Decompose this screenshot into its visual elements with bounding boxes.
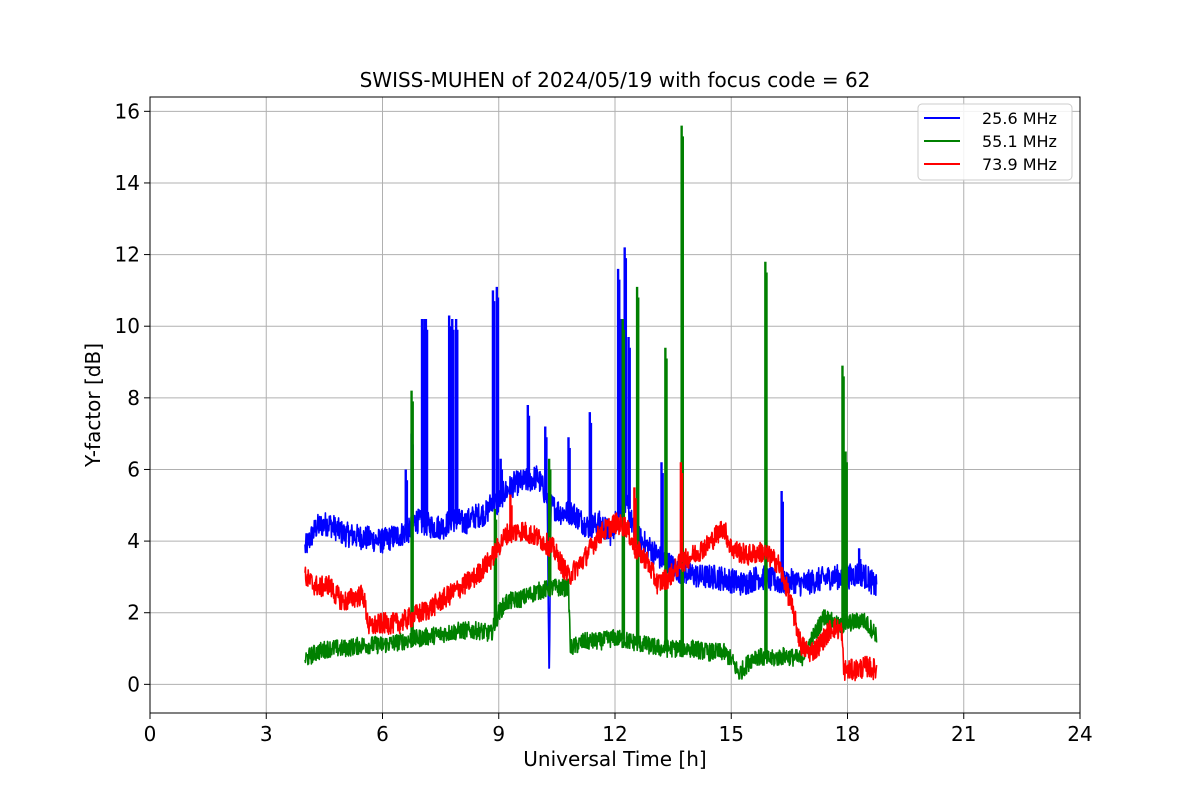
- y-axis-label: Y-factor [dB]: [81, 343, 105, 468]
- series-layer: [304, 125, 878, 682]
- y-tick-label: 2: [127, 601, 140, 625]
- legend-label: 73.9 MHz: [982, 155, 1057, 174]
- x-tick-label: 18: [835, 722, 860, 746]
- x-axis-label: Universal Time [h]: [523, 747, 706, 771]
- y-tick-label: 12: [115, 243, 140, 267]
- y-tick-label: 14: [115, 171, 140, 195]
- y-tick-label: 10: [115, 314, 140, 338]
- x-tick-label: 0: [144, 722, 157, 746]
- x-tick-label: 6: [376, 722, 389, 746]
- x-axis-ticks: 0 3 6 9 12 15 18 21 24: [144, 713, 1093, 746]
- y-axis-ticks: 0 2 4 6 8 10 12 14 16: [115, 99, 150, 696]
- y-tick-label: 8: [127, 386, 140, 410]
- legend: 25.6 MHz 55.1 MHz 73.9 MHz: [917, 103, 1073, 181]
- series-line: [304, 578, 878, 680]
- y-tick-label: 0: [127, 672, 140, 696]
- x-tick-label: 9: [492, 722, 505, 746]
- plot-frame: [149, 96, 1081, 714]
- x-tick-label: 24: [1067, 722, 1092, 746]
- x-tick-label: 12: [602, 722, 627, 746]
- y-tick-label: 6: [127, 457, 140, 481]
- series-line: [304, 512, 878, 682]
- legend-label: 55.1 MHz: [982, 132, 1057, 151]
- legend-label: 25.6 MHz: [982, 109, 1057, 128]
- series-73-9-mhz: [304, 462, 878, 682]
- x-tick-label: 3: [260, 722, 273, 746]
- legend-box: [917, 103, 1073, 181]
- x-tick-label: 15: [719, 722, 744, 746]
- y-tick-label: 4: [127, 529, 140, 553]
- chart-title: SWISS-MUHEN of 2024/05/19 with focus cod…: [360, 68, 871, 92]
- x-tick-label: 21: [951, 722, 976, 746]
- y-tick-label: 16: [115, 99, 140, 123]
